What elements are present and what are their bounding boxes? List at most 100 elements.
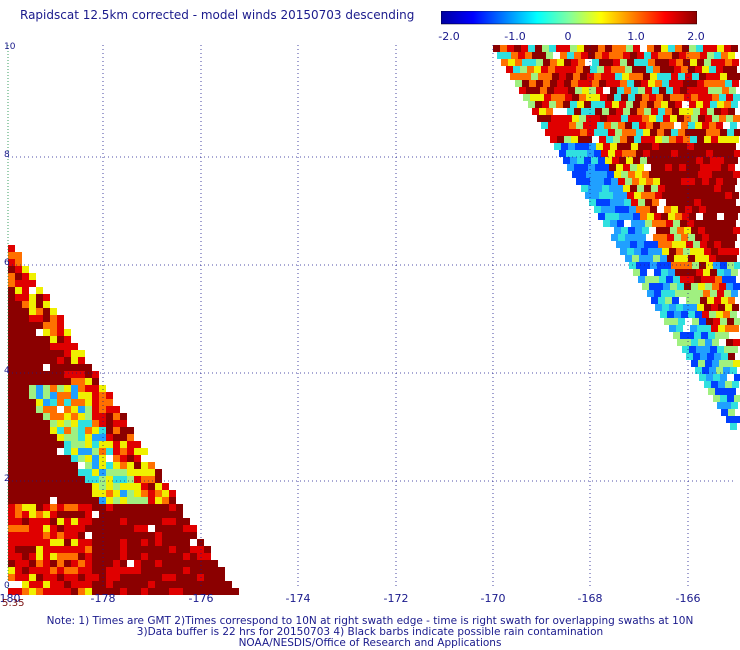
wind-cell (15, 252, 22, 259)
wind-cell (141, 567, 148, 574)
wind-cell (15, 266, 22, 273)
wind-cell (43, 406, 50, 413)
wind-cell (724, 269, 731, 276)
wind-cell (707, 164, 714, 171)
wind-cell (619, 101, 626, 108)
wind-cell (678, 318, 685, 325)
wind-cell (715, 87, 722, 94)
wind-cell (546, 52, 553, 59)
wind-cell (71, 378, 78, 385)
wind-cell (720, 129, 727, 136)
wind-cell (99, 567, 106, 574)
wind-cell (648, 136, 655, 143)
wind-cell (22, 287, 29, 294)
wind-cell (656, 227, 663, 234)
wind-cell (528, 101, 535, 108)
wind-cell (536, 80, 543, 87)
wind-cell (204, 574, 211, 581)
wind-cell (705, 171, 712, 178)
wind-cell (595, 164, 602, 171)
wind-cell (641, 192, 648, 199)
wind-cell (718, 59, 725, 66)
wind-cell (559, 73, 566, 80)
wind-cell (141, 574, 148, 581)
y-tick-label: 4 (4, 366, 10, 376)
wind-cell (669, 192, 676, 199)
wind-cell (713, 73, 720, 80)
wind-cell (29, 546, 36, 553)
wind-cell (587, 150, 594, 157)
wind-cell (734, 73, 740, 80)
wind-cell (148, 483, 155, 490)
wind-cell (127, 448, 134, 455)
wind-cell (218, 588, 225, 595)
wind-cell (723, 255, 730, 262)
wind-cell (623, 185, 630, 192)
wind-cell (29, 371, 36, 378)
wind-cell (627, 248, 634, 255)
wind-cell (211, 567, 218, 574)
wind-cell (92, 567, 99, 574)
wind-cell (176, 546, 183, 553)
wind-cell (113, 574, 120, 581)
wind-cell (78, 455, 85, 462)
wind-cell (15, 322, 22, 329)
wind-cell (721, 297, 728, 304)
wind-cell (190, 525, 197, 532)
wind-cell (702, 367, 709, 374)
wind-cell (92, 406, 99, 413)
wind-cell (641, 59, 648, 66)
wind-cell (204, 581, 211, 588)
wind-cell (8, 336, 15, 343)
wind-cell (162, 532, 169, 539)
wind-cell (576, 122, 583, 129)
wind-cell (36, 315, 43, 322)
wind-cell (661, 157, 668, 164)
wind-cell (645, 220, 652, 227)
wind-cell (686, 164, 693, 171)
wind-cell (627, 192, 634, 199)
wind-cell (715, 220, 722, 227)
wind-cell (565, 115, 572, 122)
wind-cell (722, 220, 729, 227)
wind-cell (636, 129, 643, 136)
wind-cell (668, 290, 675, 297)
wind-cell (576, 178, 583, 185)
wind-cell (8, 315, 15, 322)
wind-cell (22, 462, 29, 469)
wind-cell (50, 539, 57, 546)
wind-cell (148, 546, 155, 553)
wind-cell (557, 80, 564, 87)
wind-cell (587, 73, 594, 80)
wind-cell (637, 185, 644, 192)
wind-cell (78, 567, 85, 574)
wind-cell (134, 462, 141, 469)
wind-cell (57, 455, 64, 462)
wind-cell (85, 413, 92, 420)
wind-cell (730, 234, 737, 241)
wind-cell (36, 406, 43, 413)
wind-cell (626, 157, 633, 164)
wind-cell (662, 248, 669, 255)
wind-cell (113, 455, 120, 462)
wind-cell (639, 255, 646, 262)
wind-cell (730, 255, 737, 262)
wind-cell (8, 539, 15, 546)
wind-cell (22, 476, 29, 483)
wind-cell (15, 392, 22, 399)
wind-cell (528, 45, 535, 52)
wind-cell (668, 45, 675, 52)
wind-cell (92, 483, 99, 490)
wind-cell (64, 567, 71, 574)
wind-cell (692, 318, 699, 325)
wind-cell (606, 59, 613, 66)
wind-cell (641, 136, 648, 143)
wind-cell (575, 143, 582, 150)
wind-cell (629, 129, 636, 136)
wind-cell (699, 129, 706, 136)
wind-cell (718, 381, 725, 388)
wind-cell (36, 434, 43, 441)
wind-cell (551, 115, 558, 122)
wind-cell (695, 122, 702, 129)
wind-cell (657, 73, 664, 80)
